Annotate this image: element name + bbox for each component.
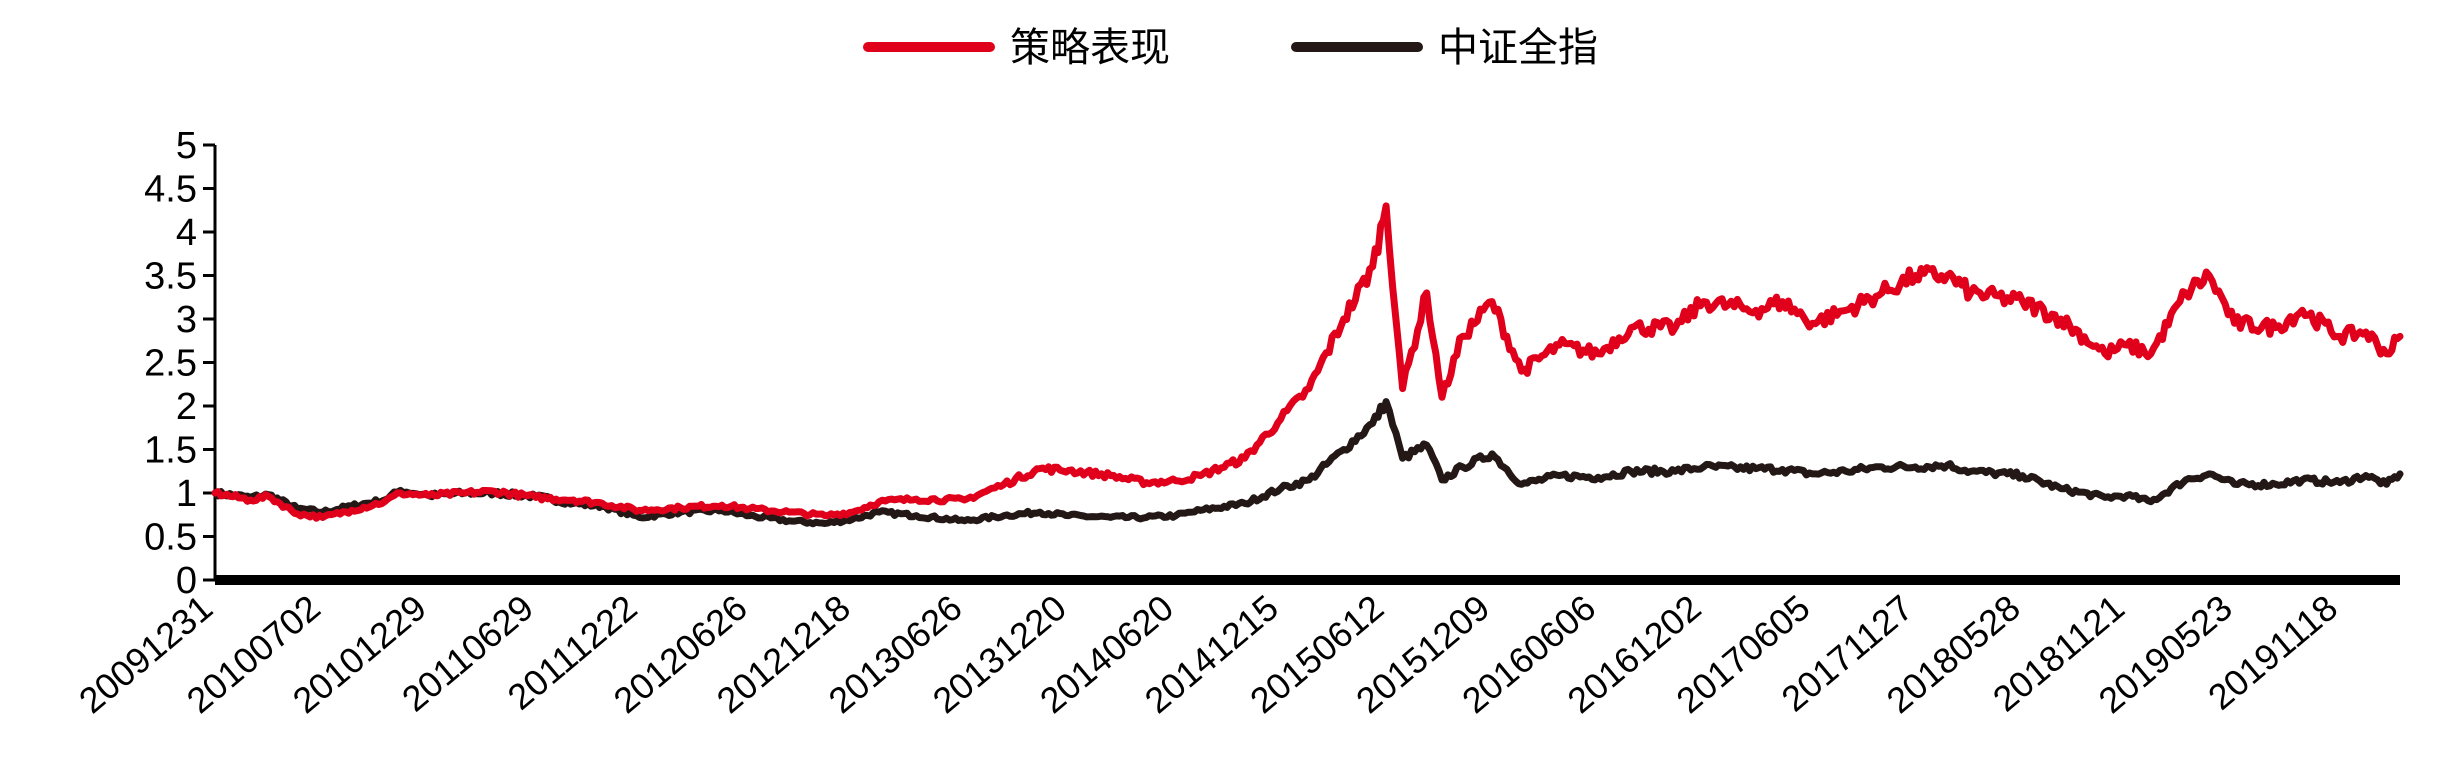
y-tick-label: 2 bbox=[176, 386, 197, 428]
y-tick-label: 3.5 bbox=[144, 256, 197, 298]
y-tick-label: 4 bbox=[176, 212, 197, 254]
y-tick-label: 1.5 bbox=[144, 430, 197, 472]
y-tick-label: 5 bbox=[176, 125, 197, 167]
y-tick-label: 2.5 bbox=[144, 343, 197, 385]
y-axis: 00.511.522.533.544.55 bbox=[144, 125, 217, 602]
series-layer bbox=[211, 202, 2404, 528]
x-axis: 2009123120100702201012292011062920111222… bbox=[71, 575, 2400, 721]
y-tick-label: 0.5 bbox=[144, 517, 197, 559]
series-line-strategy bbox=[211, 202, 2404, 522]
y-tick-label: 1 bbox=[176, 473, 197, 515]
legend-label-index: 中证全指 bbox=[1438, 25, 1598, 71]
series-line-index bbox=[211, 398, 2404, 528]
y-tick-label: 3 bbox=[176, 299, 197, 341]
y-tick-label: 4.5 bbox=[144, 169, 197, 211]
legend: 策略表现 中证全指 bbox=[863, 25, 1598, 71]
y-tick-label: 0 bbox=[176, 560, 197, 602]
legend-label-strategy: 策略表现 bbox=[1010, 25, 1170, 71]
